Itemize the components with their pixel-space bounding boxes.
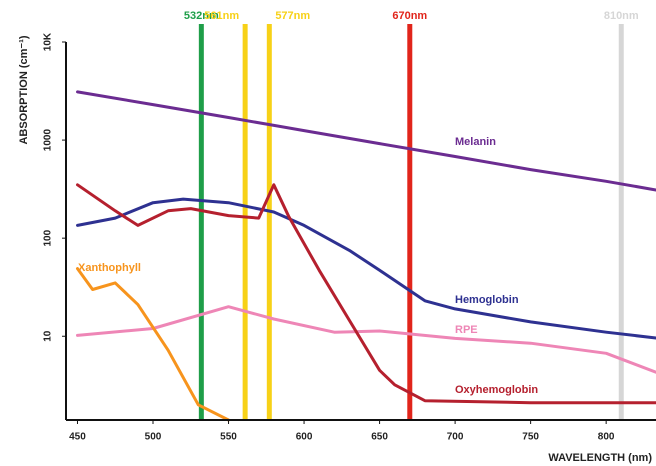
x-tick-label: 750 — [522, 432, 539, 443]
legend-label: Hemoglobin — [455, 294, 519, 306]
legend-label: Melanin — [455, 136, 496, 148]
legend-label: Xanthophyll — [78, 262, 141, 274]
legend-label: Oxyhemoglobin — [455, 384, 538, 396]
x-tick-label: 550 — [220, 432, 237, 443]
laser-label: 532nm — [184, 10, 219, 22]
laser-label: 577nm — [275, 10, 310, 22]
y-tick-label: 10K — [43, 32, 54, 51]
x-axis-label: WAVELENGTH (nm) — [548, 452, 652, 464]
series-line — [76, 267, 230, 422]
x-tick-label: 650 — [371, 432, 388, 443]
x-tick-label: 500 — [145, 432, 162, 443]
x-tick-label: 800 — [598, 432, 615, 443]
laser-label: 561nm — [204, 10, 239, 22]
x-tick-label: 700 — [447, 432, 464, 443]
series-line — [76, 197, 656, 340]
x-tick-label: 600 — [296, 432, 313, 443]
laser-label: 670nm — [392, 10, 427, 22]
x-tick-label: 450 — [69, 432, 86, 443]
legend-label: RPE — [455, 324, 478, 336]
series-line — [76, 183, 656, 405]
y-tick-label: 100 — [43, 229, 54, 246]
series-line — [76, 305, 656, 374]
y-axis-label: ABSORPTION (cm⁻¹) — [18, 35, 30, 144]
y-tick-label: 1000 — [43, 129, 54, 152]
series-line — [76, 90, 656, 192]
laser-label: 810nm — [604, 10, 639, 22]
y-tick-label: 10 — [43, 330, 54, 342]
